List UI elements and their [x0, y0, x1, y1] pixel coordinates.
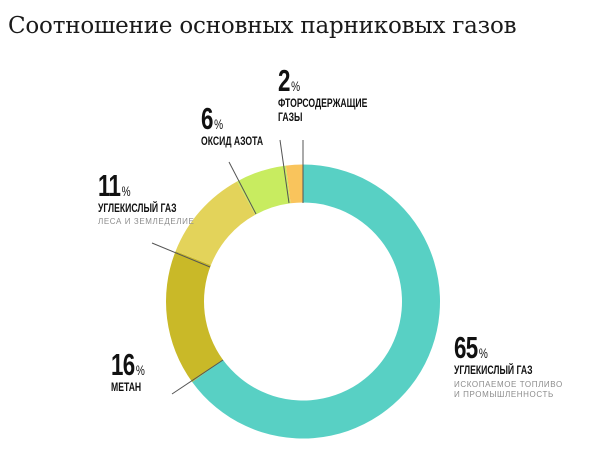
label-methane: 16% МЕТАН	[111, 347, 158, 394]
series-name-line2: ГАЗЫ	[278, 110, 303, 124]
pct-value: 11%	[98, 168, 131, 203]
leader-line-fluorinated-left	[279, 139, 290, 204]
pct-value: 65%	[454, 330, 488, 365]
leader-line-methane	[171, 359, 224, 395]
series-subtitle: ЛЕСА И ЗЕМЛЕДЕЛИЕ	[98, 217, 195, 226]
pct-value: 16%	[111, 347, 145, 382]
donut-segment-co2-fossil	[192, 164, 440, 439]
label-nitrous-oxide: 6% ОКСИД АЗОТА	[201, 101, 287, 148]
donut-segment-fluorinated	[285, 164, 303, 204]
donut-segment-methane	[165, 251, 223, 383]
pct-value: 6%	[201, 101, 224, 136]
label-co2-fossil: 65% УГЛЕКИСЛЫЙ ГАЗ ИСКОПАЕМОЕ ТОПЛИВО И …	[454, 330, 563, 400]
series-subtitle: ИСКОПАЕМОЕ ТОПЛИВО	[454, 380, 563, 389]
label-co2-forest: 11% УГЛЕКИСЛЫЙ ГАЗ ЛЕСА И ЗЕМЛЕДЕЛИЕ	[98, 168, 207, 227]
label-fluorinated: 2% ФТОРСОДЕРЖАЩИЕ ГАЗЫ	[278, 63, 402, 124]
series-name: ОКСИД АЗОТА	[201, 134, 264, 148]
series-subtitle-line2: И ПРОМЫШЛЕННОСТЬ	[454, 390, 554, 399]
series-name: ФТОРСОДЕРЖАЩИЕ	[278, 96, 368, 110]
chart-title: Соотношение основных парниковых газов	[8, 13, 517, 39]
leader-line-nitrous	[228, 161, 257, 215]
donut-segment-co2-forest	[175, 181, 256, 266]
series-name: МЕТАН	[111, 380, 142, 394]
series-name: УГЛЕКИСЛЫЙ ГАЗ	[98, 201, 177, 215]
series-name: УГЛЕКИСЛЫЙ ГАЗ	[454, 363, 533, 377]
leader-lines	[151, 139, 304, 395]
pct-value: 2%	[278, 63, 301, 98]
leader-line-co2-forest	[151, 242, 211, 268]
donut-segments	[165, 164, 440, 439]
